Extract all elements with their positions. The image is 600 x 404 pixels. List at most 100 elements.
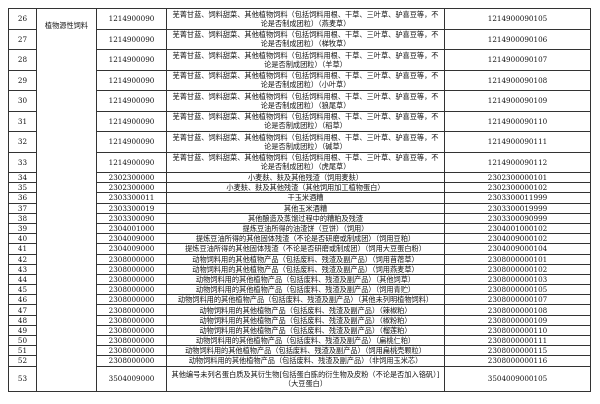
- product-code-cell: 1214900090110: [444, 110, 591, 132]
- description-cell: 动物饲料用的其他植物产品（包括废料、残渣及副产品）（非饲用玉米芯）: [166, 355, 445, 367]
- row-number-cell: 42: [8, 253, 37, 265]
- product-code-cell: 2308000000111: [444, 334, 591, 347]
- hs-code-cell: 2308000000: [96, 304, 167, 316]
- description-cell: 动物饲料用的其他植物产品（包括废料、残渣及副产品）（饲用青贮）: [166, 284, 445, 296]
- hs-code-cell: 1214900090: [96, 69, 167, 91]
- table-row: 29 1214900090 芜菁甘蓝、饲料甜菜、其他植物饲料（包括饲料用根、干草、三…: [8, 69, 591, 91]
- hs-code-cell: 2308000000: [96, 355, 167, 367]
- description-cell: 动物饲料用的其他植物产品（包括废料、残渣及副产品）（饲用燕麦草）: [166, 263, 445, 275]
- product-code-cell: 1214900090105: [444, 8, 591, 30]
- row-number-cell: 27: [8, 28, 37, 50]
- table-row: 39 2304001000 提炼豆油所得的油渣饼（豆饼）（饲用） 2304001000…: [8, 222, 591, 235]
- row-number-cell: 52: [8, 355, 37, 367]
- description-cell: 小麦麸、麸及其他残渣（饲用麦麸）: [166, 171, 445, 184]
- row-number-cell: 44: [8, 273, 37, 286]
- hs-code-cell: 2308000000: [96, 263, 167, 275]
- table-row: 48 2308000000 动物饲料用的其他植物产品（包括废料、残渣及副产品）（椒粉…: [8, 314, 591, 326]
- description-cell: 动物饲料用的其他植物产品（包括废料、残渣及副产品）（其他未列明植物饲料）: [166, 294, 445, 306]
- row-number-cell: 45: [8, 284, 37, 296]
- product-code-cell: 1214900090109: [444, 90, 591, 112]
- description-cell: 芜菁甘蓝、饲料甜菜、其他植物饲料（包括饲料用根、干草、三叶草、驴喜豆等，不论是否…: [166, 151, 445, 173]
- row-number-cell: 49: [8, 324, 37, 337]
- description-cell: 动物饲料用的其他植物产品（包括废料、残渣及副产品）（辣椒粕）: [166, 304, 445, 316]
- hs-code-cell: 2304009000: [96, 233, 167, 245]
- product-code-cell: 1214900090112: [444, 151, 591, 173]
- product-code-cell: 2308000000116: [444, 355, 591, 367]
- table-row: 33 1214900090 芜菁甘蓝、饲料甜菜、其他植物饲料（包括饲料用根、干草、三…: [8, 151, 591, 173]
- description-cell: 干玉米酒糟: [166, 192, 445, 204]
- table-row: 28 1214900090 芜菁甘蓝、饲料甜菜、其他植物饲料（包括饲料用根、干草、三…: [8, 49, 591, 71]
- product-code-cell: 2304009000104: [444, 243, 591, 255]
- table-row: 45 2308000000 动物饲料用的其他植物产品（包括废料、残渣及副产品）（饲用…: [8, 284, 591, 296]
- table-row: 50 2308000000 动物饲料用的其他植物产品（包括废料、残渣及副产品）（扁桃…: [8, 334, 591, 347]
- hs-code-cell: 1214900090: [96, 49, 167, 71]
- description-cell: 小麦麸、麸及其他残渣（其他饲用加工植物蛋白）: [166, 182, 445, 194]
- description-cell: 芜菁甘蓝、饲料甜菜、其他植物饲料（包括饲料用根、干草、三叶草、驴喜豆等，不论是否…: [166, 131, 445, 153]
- hs-code-cell: 2308000000: [96, 345, 167, 357]
- table-row: 41 2304009000 提炼豆油所得的其他固体残渣（不论是否研磨或制成团）（饲用…: [8, 243, 591, 255]
- row-number-cell: 47: [8, 304, 37, 316]
- hs-code-cell: 2302300000: [96, 171, 167, 184]
- product-code-cell: 2308000000101: [444, 253, 591, 265]
- row-number-cell: 33: [8, 151, 37, 173]
- row-number-cell: 48: [8, 314, 37, 326]
- description-cell: 提炼豆油所得的油渣饼（豆饼）（饲用）: [166, 222, 445, 235]
- hs-code-cell: 1214900090: [96, 28, 167, 50]
- hs-code-cell: 2304001000: [96, 222, 167, 235]
- product-code-cell: 2308000000115: [444, 345, 591, 357]
- table-row: 31 1214900090 芜菁甘蓝、饲料甜菜、其他植物饲料（包括饲料用根、干草、三…: [8, 110, 591, 132]
- hs-code-cell: 1214900090: [96, 110, 167, 132]
- hs-code-cell: 2308000000: [96, 253, 167, 265]
- hs-code-cell: 2308000000: [96, 314, 167, 326]
- product-code-cell: 1214900090108: [444, 69, 591, 91]
- row-number-cell: 43: [8, 263, 37, 275]
- table-row: 40 2304009000 提炼豆油所得的其他固体残渣（不论是否研磨或制成团）（饲用…: [8, 233, 591, 245]
- product-code-cell: 2308000000109: [444, 314, 591, 326]
- table-row: 44 2308000000 动物饲料用的其他植物产品（包括废料、残渣及副产品）（其他…: [8, 273, 591, 286]
- description-cell: 芜菁甘蓝、饲料甜菜、其他植物饲料（包括饲料用根、干草、三叶草、驴喜豆等，不论是否…: [166, 69, 445, 91]
- row-number-cell: 28: [8, 49, 37, 71]
- hs-code-cell: 1214900090: [96, 151, 167, 173]
- feed-product-table: 26 植物源性饲料 1214900090 芜菁甘蓝、饲料甜菜、其他植物饲料（包括饲料用…: [8, 8, 591, 392]
- product-code-cell: 2304009000102: [444, 233, 591, 245]
- product-code-cell: 1214900090106: [444, 28, 591, 50]
- row-number-cell: 34: [8, 171, 37, 184]
- product-code-cell: 2303300090999: [444, 212, 591, 224]
- row-number-cell: 50: [8, 334, 37, 347]
- row-number-cell: 35: [8, 182, 37, 194]
- product-code-cell: 2304001000102: [444, 222, 591, 235]
- product-code-cell: 2308000000103: [444, 273, 591, 286]
- description-cell: 动物饲料用的其他植物产品（包括废料、残渣及副产品）（榴莲粕）: [166, 324, 445, 337]
- description-cell: 其他玉米酒糟: [166, 202, 445, 214]
- product-code-cell: 2302300000101: [444, 171, 591, 184]
- description-cell: 芜菁甘蓝、饲料甜菜、其他植物饲料（包括饲料用根、干草、三叶草、驴喜豆等，不论是否…: [166, 8, 445, 30]
- table-row: 35 2302300000 小麦麸、麸及其他残渣（其他饲用加工植物蛋白） 230230…: [8, 182, 591, 194]
- row-number-cell: 53: [8, 365, 37, 392]
- description-cell: 其他酿造及蒸馏过程中的糟粕及残渣: [166, 212, 445, 224]
- product-code-cell: 2308000000107: [444, 294, 591, 306]
- description-cell: 动物饲料用的其他植物产品（包括废料、残渣及副产品）（椒粉粕）: [166, 314, 445, 326]
- table-row: 30 1214900090 芜菁甘蓝、饲料甜菜、其他植物饲料（包括饲料用根、干草、三…: [8, 90, 591, 112]
- description-cell: 动物饲料用的其他植物产品（包括废料、残渣及副产品）（扁桃仁粕）: [166, 334, 445, 347]
- product-code-cell: 2303300011999: [444, 192, 591, 204]
- product-code-cell: 2308000000108: [444, 304, 591, 316]
- hs-code-cell: 2308000000: [96, 324, 167, 337]
- row-number-cell: 46: [8, 294, 37, 306]
- row-number-cell: 36: [8, 192, 37, 204]
- description-cell: 芜菁甘蓝、饲料甜菜、其他植物饲料（包括饲料用根、干草、三叶草、驴喜豆等，不论是否…: [166, 28, 445, 50]
- table-row: 53 3504009000 其他编号未列名蛋白质及其衍生物[包括蛋白胨的衍生物及皮粉…: [8, 365, 591, 392]
- hs-code-cell: 3504009000: [96, 365, 167, 392]
- product-code-cell: 1214900090107: [444, 49, 591, 71]
- product-code-cell: 3504009000105: [444, 365, 591, 392]
- table-row: 46 2308000000 动物饲料用的其他植物产品（包括废料、残渣及副产品）（其他…: [8, 294, 591, 306]
- row-number-cell: 26: [8, 8, 37, 30]
- hs-code-cell: 2308000000: [96, 284, 167, 296]
- table-row: 26 植物源性饲料 1214900090 芜菁甘蓝、饲料甜菜、其他植物饲料（包括饲料用…: [8, 8, 591, 392]
- description-cell: 芜菁甘蓝、饲料甜菜、其他植物饲料（包括饲料用根、干草、三叶草、驴喜豆等，不论是否…: [166, 110, 445, 132]
- product-code-cell: 2302300000102: [444, 182, 591, 194]
- table-row: 36 2303300011 干玉米酒糟 2303300011999: [8, 192, 591, 204]
- row-number-cell: 39: [8, 222, 37, 235]
- hs-code-cell: 2308000000: [96, 334, 167, 347]
- row-number-cell: 30: [8, 90, 37, 112]
- row-number-cell: 41: [8, 243, 37, 255]
